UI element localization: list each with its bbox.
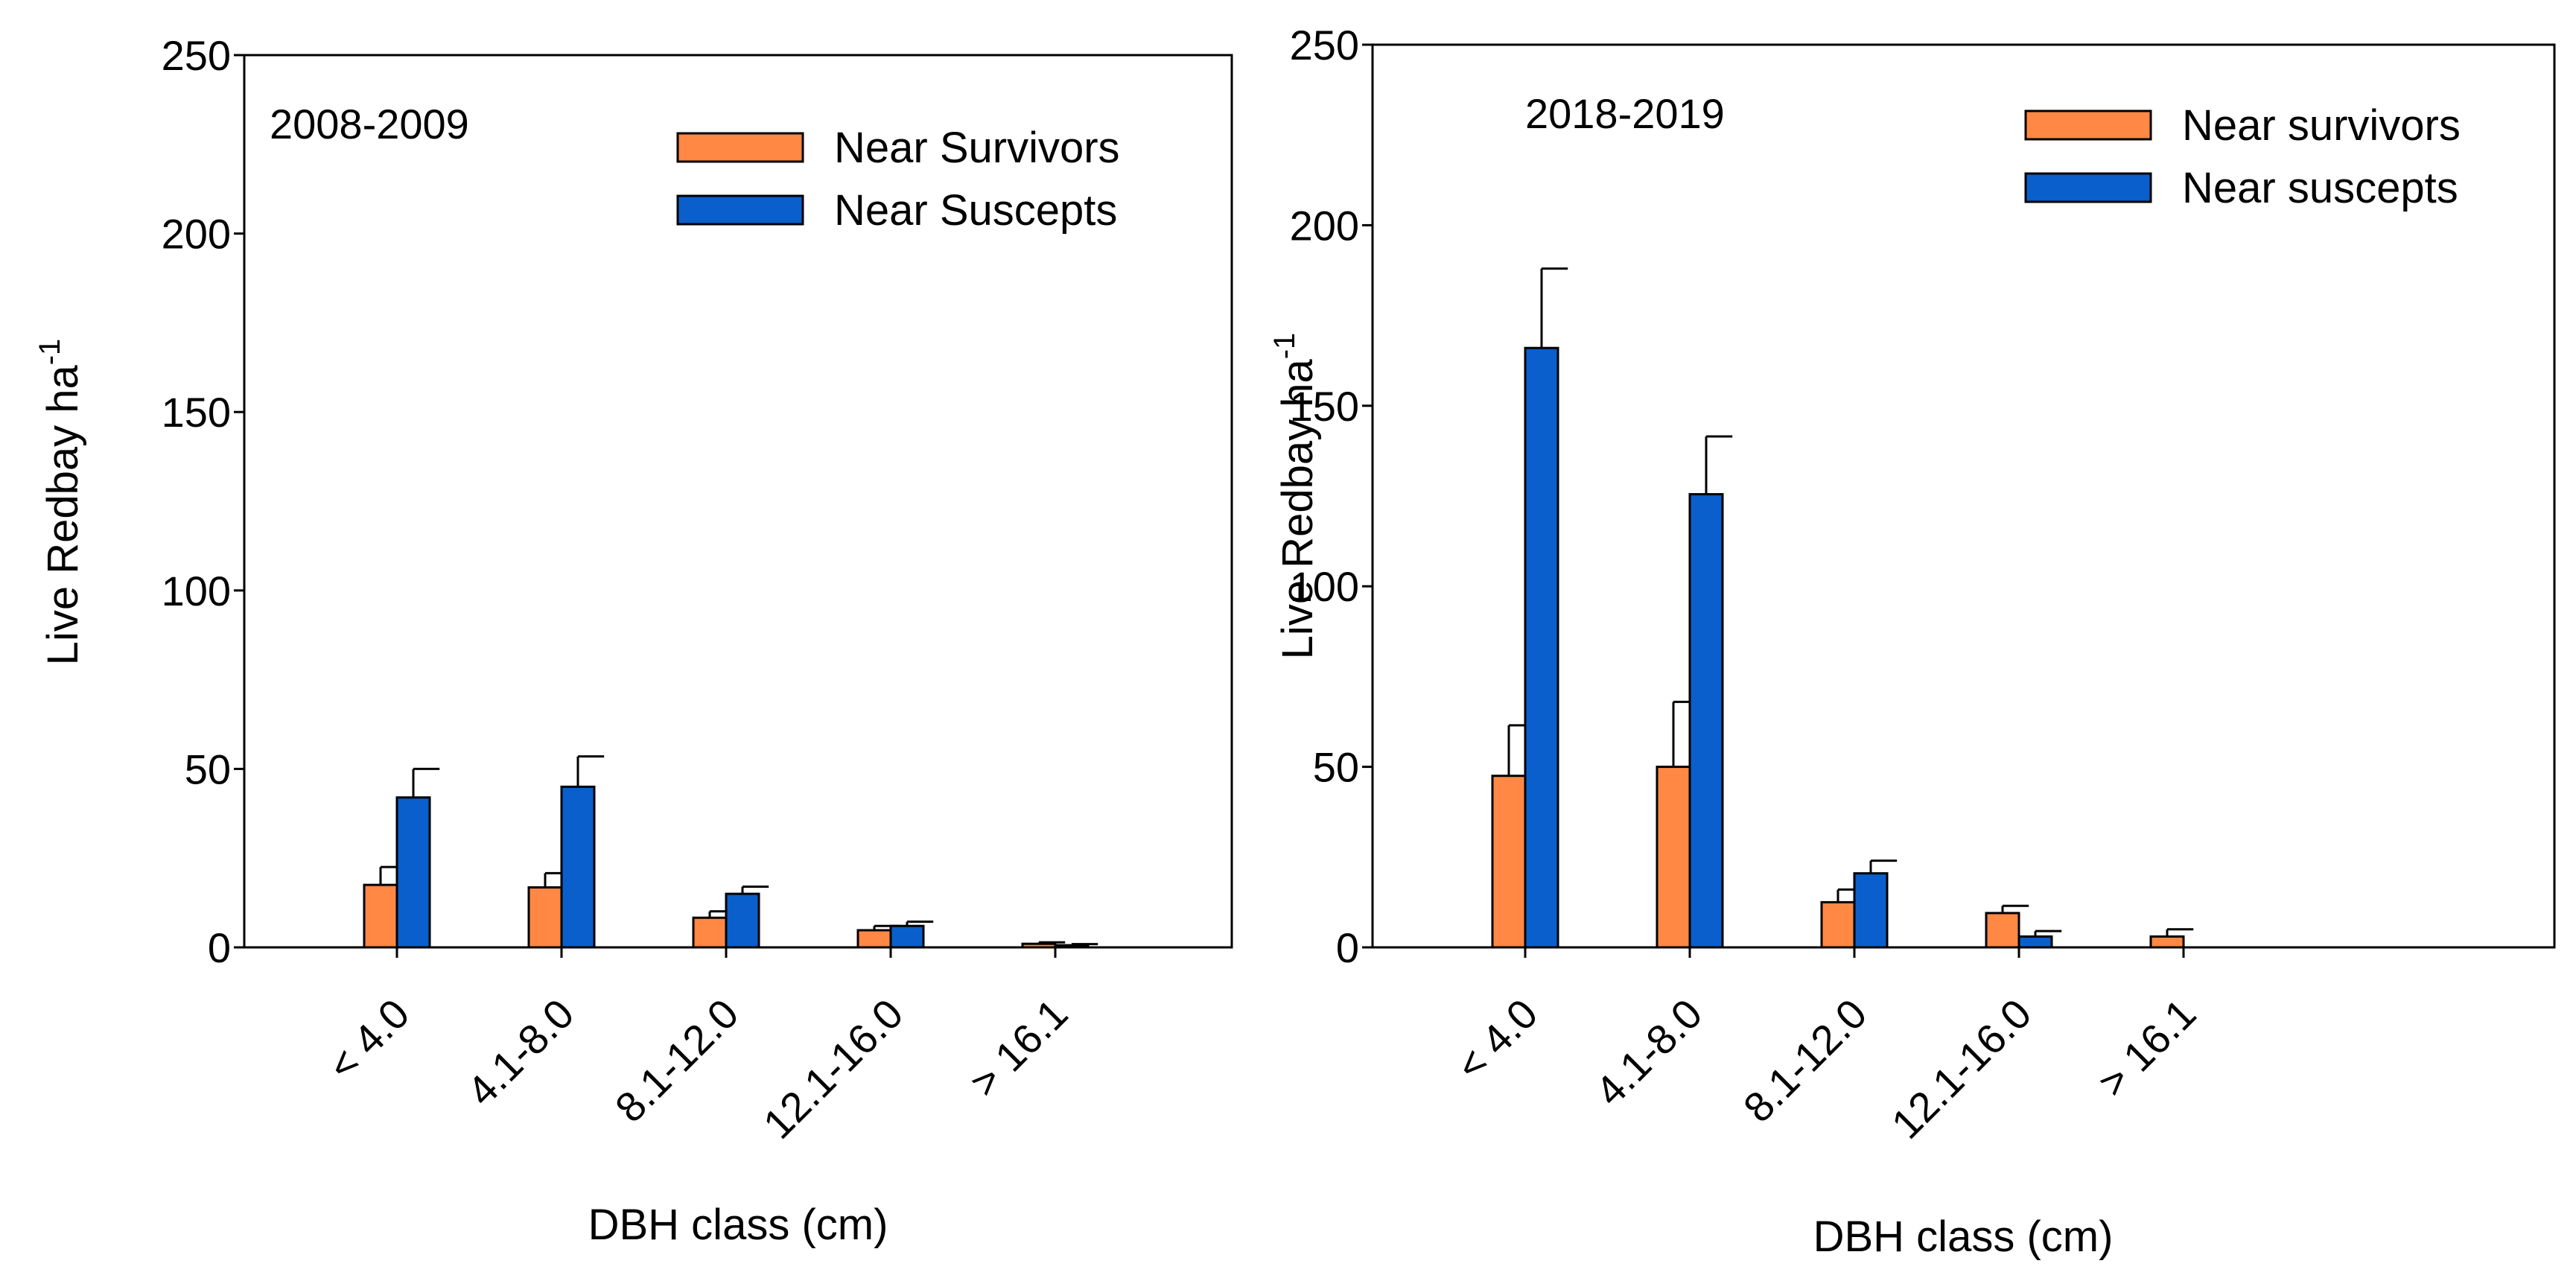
bar (2149, 935, 2185, 949)
x-tick-label: 12.1-16.0 (754, 990, 912, 1148)
y-tick-label: 50 (185, 746, 231, 792)
y-tick-label: 50 (1313, 744, 1359, 791)
bar (560, 785, 596, 949)
bar (1688, 493, 1724, 949)
bar (1021, 942, 1057, 949)
bar (1656, 766, 1691, 949)
bar (725, 892, 760, 949)
legend-label: Near survivors (2182, 101, 2461, 150)
x-tick-label: < 4.0 (319, 990, 419, 1090)
x-tick-label: 4.1-8.0 (1586, 990, 1711, 1115)
y-tick-label: 0 (1336, 924, 1359, 971)
panel-label: 2008-2009 (270, 101, 469, 147)
y-axis-title: Live Redbay ha-1 (34, 339, 87, 666)
y-tick-label: 150 (162, 389, 231, 436)
x-tick-label: 8.1-12.0 (1734, 990, 1876, 1131)
y-tick-label: 100 (1290, 563, 1359, 610)
y-tick-label: 0 (208, 924, 231, 971)
y-axis-title-superscript: -1 (1268, 333, 1301, 360)
legend: Near Survivors Near Suscepts (676, 124, 1120, 235)
bar (395, 796, 431, 949)
x-tick-label: 8.1-12.0 (606, 990, 748, 1131)
x-tick-label: 12.1-16.0 (1883, 990, 2041, 1148)
chart-panel-2: 0 50 100 150 200 250 Live Redbay ha-1 2018-2019… (1268, 22, 2556, 1261)
bar (1524, 346, 1559, 949)
bar (856, 929, 892, 949)
legend-swatch (2024, 109, 2152, 141)
x-axis-title: DBH class (cm) (1813, 1213, 2114, 1261)
y-axis-title-text: Live Redbay ha (39, 365, 87, 666)
legend-label: Near Suscepts (834, 186, 1117, 235)
bar (1820, 900, 1856, 949)
legend-swatch (676, 194, 804, 226)
bar (692, 916, 728, 949)
bar (1985, 912, 2020, 949)
y-axis-title-text: Live Redbay ha (1273, 359, 1322, 660)
y-tick-label: 250 (1290, 22, 1359, 69)
legend: Near survivors Near suscepts (2024, 101, 2461, 212)
x-tick-label: > 16.1 (2089, 990, 2205, 1106)
legend-label: Near Survivors (834, 124, 1120, 172)
y-tick-label: 100 (162, 568, 231, 614)
y-tick-label: 200 (1290, 202, 1359, 249)
x-tick-label: 4.1-8.0 (458, 990, 583, 1115)
bar (1491, 775, 1527, 949)
y-tick-label: 250 (162, 32, 231, 79)
legend-label: Near suscepts (2182, 164, 2458, 212)
y-tick-label: 200 (162, 211, 231, 258)
bar (1853, 872, 1889, 949)
x-tick-label: < 4.0 (1447, 990, 1547, 1090)
y-tick-label: 150 (1290, 383, 1359, 430)
legend-swatch (2024, 172, 2152, 203)
chart-panel-1: 0 50 100 150 200 250 Live Redbay ha-1 2008-2009… (34, 32, 1233, 1249)
panel-label: 2018-2019 (1525, 90, 1725, 137)
bar (2017, 935, 2053, 949)
x-tick-label: > 16.1 (961, 990, 1077, 1106)
legend-swatch (676, 132, 804, 163)
plot-frame (1371, 43, 2556, 949)
x-axis-title: DBH class (cm) (588, 1201, 888, 1249)
bar (527, 886, 563, 949)
y-axis-title-superscript: -1 (34, 339, 66, 366)
y-axis-title: Live Redbay ha-1 (1268, 333, 1322, 660)
bar (363, 883, 398, 949)
bar (1054, 944, 1090, 949)
bar (889, 924, 925, 949)
